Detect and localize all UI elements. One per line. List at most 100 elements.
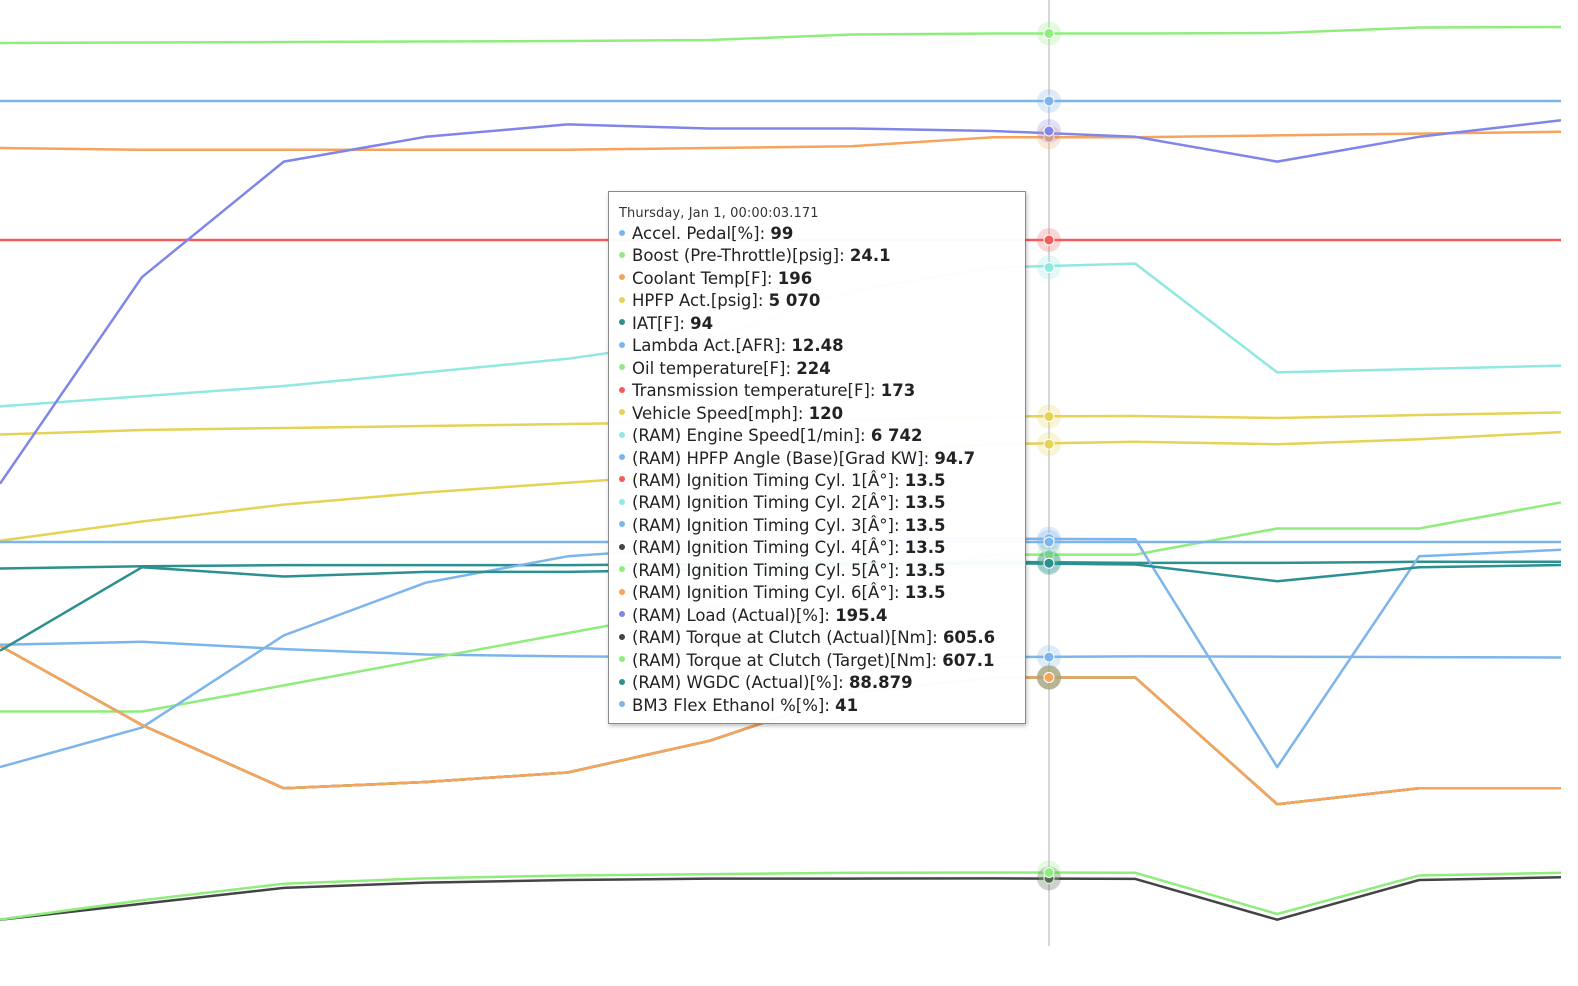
tooltip-row: HPFP Act.[psig]: 5 070 (619, 290, 1015, 312)
hover-marker (1043, 438, 1055, 450)
tooltip-row-value: 607.1 (942, 650, 995, 670)
hover-marker (1043, 651, 1055, 663)
series-line (0, 871, 1562, 921)
tooltip-row-value: 88.879 (848, 673, 913, 693)
hover-marker (1043, 95, 1055, 107)
tooltip-row: Vehicle Speed[mph]: 120 (619, 403, 1015, 425)
hover-marker (1043, 867, 1055, 878)
tooltip-row-label: (RAM) Ignition Timing Cyl. 6[Â°] (632, 583, 894, 603)
tooltip-row-value: 605.6 (942, 628, 996, 648)
tooltip-row-label: BM3 Flex Ethanol %[%] (632, 695, 825, 715)
series-dot-icon (619, 633, 625, 640)
series-dot-icon (619, 319, 625, 326)
tooltip-row-value: 5 070 (768, 291, 821, 311)
tooltip-row: (RAM) Torque at Clutch (Actual)[Nm]: 605… (619, 627, 1015, 649)
tooltip-row: (RAM) HPFP Angle (Base)[Grad KW]: 94.7 (619, 448, 1015, 470)
tooltip-row-label: (RAM) WGDC (Actual)[%] (632, 673, 839, 693)
tooltip-row-value: 13.5 (904, 538, 946, 558)
tooltip-row-value: 6 742 (870, 426, 923, 446)
tooltip-row: (RAM) Ignition Timing Cyl. 3[Â°]: 13.5 (619, 515, 1015, 537)
series-line (0, 876, 1562, 921)
tooltip-row: (RAM) Ignition Timing Cyl. 5[Â°]: 13.5 (619, 560, 1015, 582)
tooltip-row-label: Oil temperature[F] (632, 358, 786, 378)
hover-marker (1043, 28, 1055, 39)
tooltip: Thursday, Jan 1, 00:00:03.171 Accel. Ped… (608, 191, 1026, 724)
series-dot-icon (619, 251, 625, 258)
tooltip-row-label: Transmission temperature[F] (632, 381, 870, 401)
tooltip-row: (RAM) Ignition Timing Cyl. 2[Â°]: 13.5 (619, 492, 1015, 514)
tooltip-row: (RAM) Torque at Clutch (Target)[Nm]: 607… (619, 650, 1015, 672)
series-line (0, 130, 1562, 152)
tooltip-row-label: (RAM) Ignition Timing Cyl. 3[Â°] (632, 515, 894, 535)
hover-marker (1043, 536, 1055, 548)
tooltip-header: Thursday, Jan 1, 00:00:03.171 (619, 206, 819, 221)
tooltip-row-value: 13.5 (904, 515, 946, 535)
tooltip-row-value: 99 (770, 224, 794, 243)
tooltip-row: Accel. Pedal[%]: 99 (619, 223, 1015, 245)
tooltip-row-label: (RAM) HPFP Angle (Base)[Grad KW] (632, 448, 924, 468)
series-dot-icon (619, 566, 625, 573)
tooltip-row-value: 13.5 (904, 493, 946, 513)
tooltip-row-label: (RAM) Ignition Timing Cyl. 5[Â°] (632, 560, 894, 580)
hover-marker (1043, 262, 1055, 273)
tooltip-row-label: (RAM) Load (Actual)[%] (632, 605, 825, 625)
tooltip-row-label: (RAM) Ignition Timing Cyl. 4[Â°] (632, 538, 894, 558)
series-dot-icon (619, 588, 625, 595)
tooltip-row: Lambda Act.[AFR]: 12.48 (619, 335, 1015, 357)
hover-marker (1043, 557, 1055, 569)
tooltip-row-value: 224 (796, 358, 831, 378)
tooltip-row: (RAM) Load (Actual)[%]: 195.4 (619, 605, 1015, 627)
series-dot-icon (619, 296, 625, 303)
series-dot-icon (619, 431, 625, 438)
tooltip-row-label: (RAM) Torque at Clutch (Target)[Nm] (632, 650, 932, 670)
tooltip-row-value: 13.5 (904, 470, 946, 490)
tooltip-row: Boost (Pre-Throttle)[psig]: 24.1 (619, 245, 1015, 267)
tooltip-row: (RAM) WGDC (Actual)[%]: 88.879 (619, 672, 1015, 694)
series-dot-icon (619, 341, 625, 348)
series-dot-icon (619, 701, 625, 708)
tooltip-row-value: 196 (777, 268, 813, 288)
tooltip-row-value: 94.7 (934, 448, 976, 468)
tooltip-row-label: (RAM) Torque at Clutch (Actual)[Nm] (632, 628, 933, 648)
tooltip-row-label: HPFP Act.[psig] (632, 291, 758, 311)
tooltip-row-label: Vehicle Speed[mph] (632, 403, 798, 423)
series-dot-icon (619, 229, 625, 236)
tooltip-row: Oil temperature[F]: 224 (619, 358, 1015, 380)
tooltip-row: Coolant Temp[F]: 196 (619, 268, 1015, 290)
series-dot-icon (619, 521, 625, 528)
tooltip-row: (RAM) Ignition Timing Cyl. 4[Â°]: 13.5 (619, 537, 1015, 559)
tooltip-row-label: Accel. Pedal[%] (632, 224, 760, 243)
tooltip-row-label: Coolant Temp[F] (632, 268, 767, 288)
tooltip-row-label: IAT[F] (632, 313, 680, 333)
tooltip-row-value: 173 (880, 381, 916, 401)
tooltip-row: (RAM) Engine Speed[1/min]: 6 742 (619, 425, 1015, 447)
tooltip-row: BM3 Flex Ethanol %[%]: 41 (619, 695, 1015, 717)
series-dot-icon (619, 364, 625, 371)
tooltip-row: IAT[F]: 94 (619, 313, 1015, 335)
series-dot-icon (619, 409, 625, 416)
series-dot-icon (619, 611, 625, 618)
series-line (0, 119, 1562, 485)
hover-marker (1043, 672, 1055, 683)
tooltip-row-label: (RAM) Engine Speed[1/min] (632, 426, 861, 446)
series-dot-icon (619, 454, 625, 461)
hover-marker (1043, 125, 1055, 137)
tooltip-row-value: 12.48 (791, 336, 844, 356)
series-dot-icon (619, 498, 625, 505)
tooltip-rows: Accel. Pedal[%]: 99 Boost (Pre-Throttle)[… (619, 223, 1015, 717)
hover-marker (1043, 234, 1055, 246)
tooltip-row: (RAM) Ignition Timing Cyl. 1[Â°]: 13.5 (619, 470, 1015, 492)
tooltip-row-value: 120 (808, 403, 844, 423)
tooltip-row: Transmission temperature[F]: 173 (619, 380, 1015, 402)
series-dot-icon (619, 274, 625, 281)
series-dot-icon (619, 656, 625, 663)
hover-marker (1043, 411, 1055, 422)
series-dot-icon (619, 678, 625, 685)
series-dot-icon (619, 386, 625, 393)
tooltip-row-label: (RAM) Ignition Timing Cyl. 2[Â°] (632, 493, 894, 513)
tooltip-row-value: 13.5 (904, 583, 946, 603)
tooltip-row-value: 24.1 (849, 246, 891, 266)
tooltip-row-value: 195.4 (835, 605, 888, 625)
series-dot-icon (619, 476, 625, 483)
tooltip-row-value: 13.5 (904, 560, 946, 580)
